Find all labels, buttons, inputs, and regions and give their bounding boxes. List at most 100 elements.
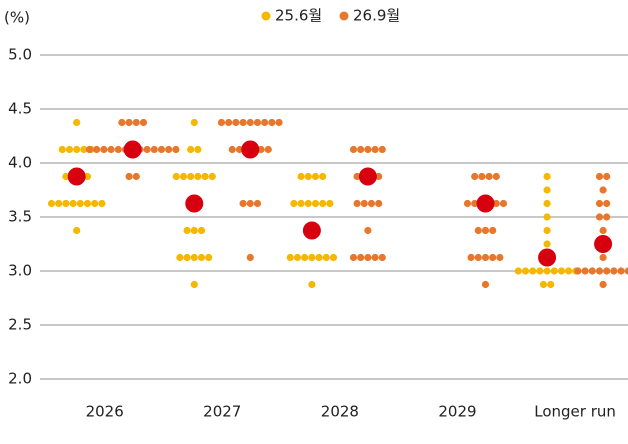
dot bbox=[83, 172, 92, 181]
dot bbox=[378, 145, 386, 154]
dot bbox=[378, 253, 386, 262]
dot bbox=[367, 199, 376, 208]
median-dot bbox=[538, 248, 557, 267]
dot bbox=[543, 199, 551, 208]
dot bbox=[349, 253, 358, 262]
dot bbox=[543, 213, 551, 221]
dot bbox=[125, 172, 133, 181]
dot bbox=[172, 172, 180, 181]
dot bbox=[471, 172, 479, 181]
dot bbox=[183, 226, 191, 235]
dot bbox=[371, 145, 379, 154]
dot bbox=[308, 280, 316, 289]
dot bbox=[201, 172, 209, 181]
dot bbox=[286, 253, 294, 262]
dot bbox=[253, 118, 262, 127]
dot bbox=[187, 145, 195, 154]
dot bbox=[599, 186, 607, 194]
dot bbox=[304, 199, 312, 208]
dot bbox=[139, 118, 148, 127]
dot bbox=[595, 199, 604, 208]
median-dot bbox=[123, 140, 142, 159]
dot bbox=[73, 226, 81, 235]
dot bbox=[118, 118, 126, 127]
dot bbox=[595, 213, 604, 221]
dot bbox=[194, 145, 202, 154]
dot bbox=[83, 199, 92, 208]
median-dot bbox=[594, 235, 613, 253]
dot bbox=[496, 253, 504, 262]
dot bbox=[603, 213, 611, 221]
dot bbox=[197, 226, 206, 235]
dot bbox=[514, 267, 522, 275]
dot bbox=[471, 199, 479, 208]
dot bbox=[197, 253, 206, 262]
dot bbox=[481, 280, 490, 289]
dot bbox=[492, 172, 500, 181]
dot bbox=[371, 253, 379, 262]
dot bbox=[100, 145, 108, 154]
dot bbox=[360, 199, 368, 208]
dot bbox=[557, 267, 566, 275]
dot bbox=[264, 145, 272, 154]
x-tick-label: 2029 bbox=[438, 403, 476, 421]
legend-marker bbox=[261, 11, 271, 21]
dot bbox=[190, 226, 198, 235]
dot bbox=[297, 172, 305, 181]
dot bbox=[205, 253, 213, 262]
median-dot bbox=[241, 140, 260, 159]
dot bbox=[73, 145, 81, 154]
dot bbox=[190, 253, 198, 262]
dot bbox=[603, 267, 611, 275]
dot bbox=[194, 172, 202, 181]
dot bbox=[375, 172, 383, 181]
dot bbox=[76, 199, 84, 208]
dot bbox=[463, 199, 472, 208]
dot bbox=[65, 145, 74, 154]
y-tick-label: 2.5 bbox=[8, 316, 32, 334]
y-unit-label: (%) bbox=[4, 9, 30, 27]
dot bbox=[239, 199, 247, 208]
y-tick-label: 3.5 bbox=[8, 208, 32, 226]
dot bbox=[176, 253, 184, 262]
dot bbox=[62, 172, 70, 181]
dot bbox=[543, 172, 551, 181]
dot bbox=[375, 199, 383, 208]
dot bbox=[308, 253, 316, 262]
dot bbox=[91, 199, 99, 208]
legend-marker bbox=[339, 11, 349, 21]
dot bbox=[58, 145, 66, 154]
dot bbox=[190, 118, 198, 127]
y-tick-label: 5.0 bbox=[8, 46, 32, 64]
dot bbox=[157, 145, 166, 154]
dot bbox=[246, 118, 254, 127]
dot bbox=[315, 253, 323, 262]
dot bbox=[55, 199, 63, 208]
dot bbox=[47, 199, 56, 208]
dot bbox=[165, 145, 173, 154]
dot bbox=[150, 145, 158, 154]
dot bbox=[275, 118, 283, 127]
dot bbox=[489, 253, 497, 262]
dot bbox=[481, 253, 490, 262]
y-tick-label: 3.0 bbox=[8, 262, 32, 280]
dot bbox=[319, 172, 327, 181]
y-tick-label: 4.0 bbox=[8, 154, 32, 172]
dot bbox=[478, 172, 486, 181]
dot bbox=[93, 145, 101, 154]
dot bbox=[581, 267, 589, 275]
dot bbox=[595, 172, 604, 181]
dot bbox=[143, 145, 151, 154]
dot bbox=[364, 253, 372, 262]
dot bbox=[235, 145, 244, 154]
dot bbox=[617, 267, 625, 275]
legend-label: 25.6월 bbox=[275, 7, 322, 25]
x-tick-label: 2027 bbox=[203, 403, 241, 421]
dot bbox=[217, 118, 226, 127]
dot bbox=[304, 172, 312, 181]
dot bbox=[474, 253, 482, 262]
legend-label: 26.9월 bbox=[353, 7, 400, 25]
dot bbox=[565, 267, 573, 275]
dot bbox=[261, 118, 269, 127]
dot bbox=[246, 253, 254, 262]
